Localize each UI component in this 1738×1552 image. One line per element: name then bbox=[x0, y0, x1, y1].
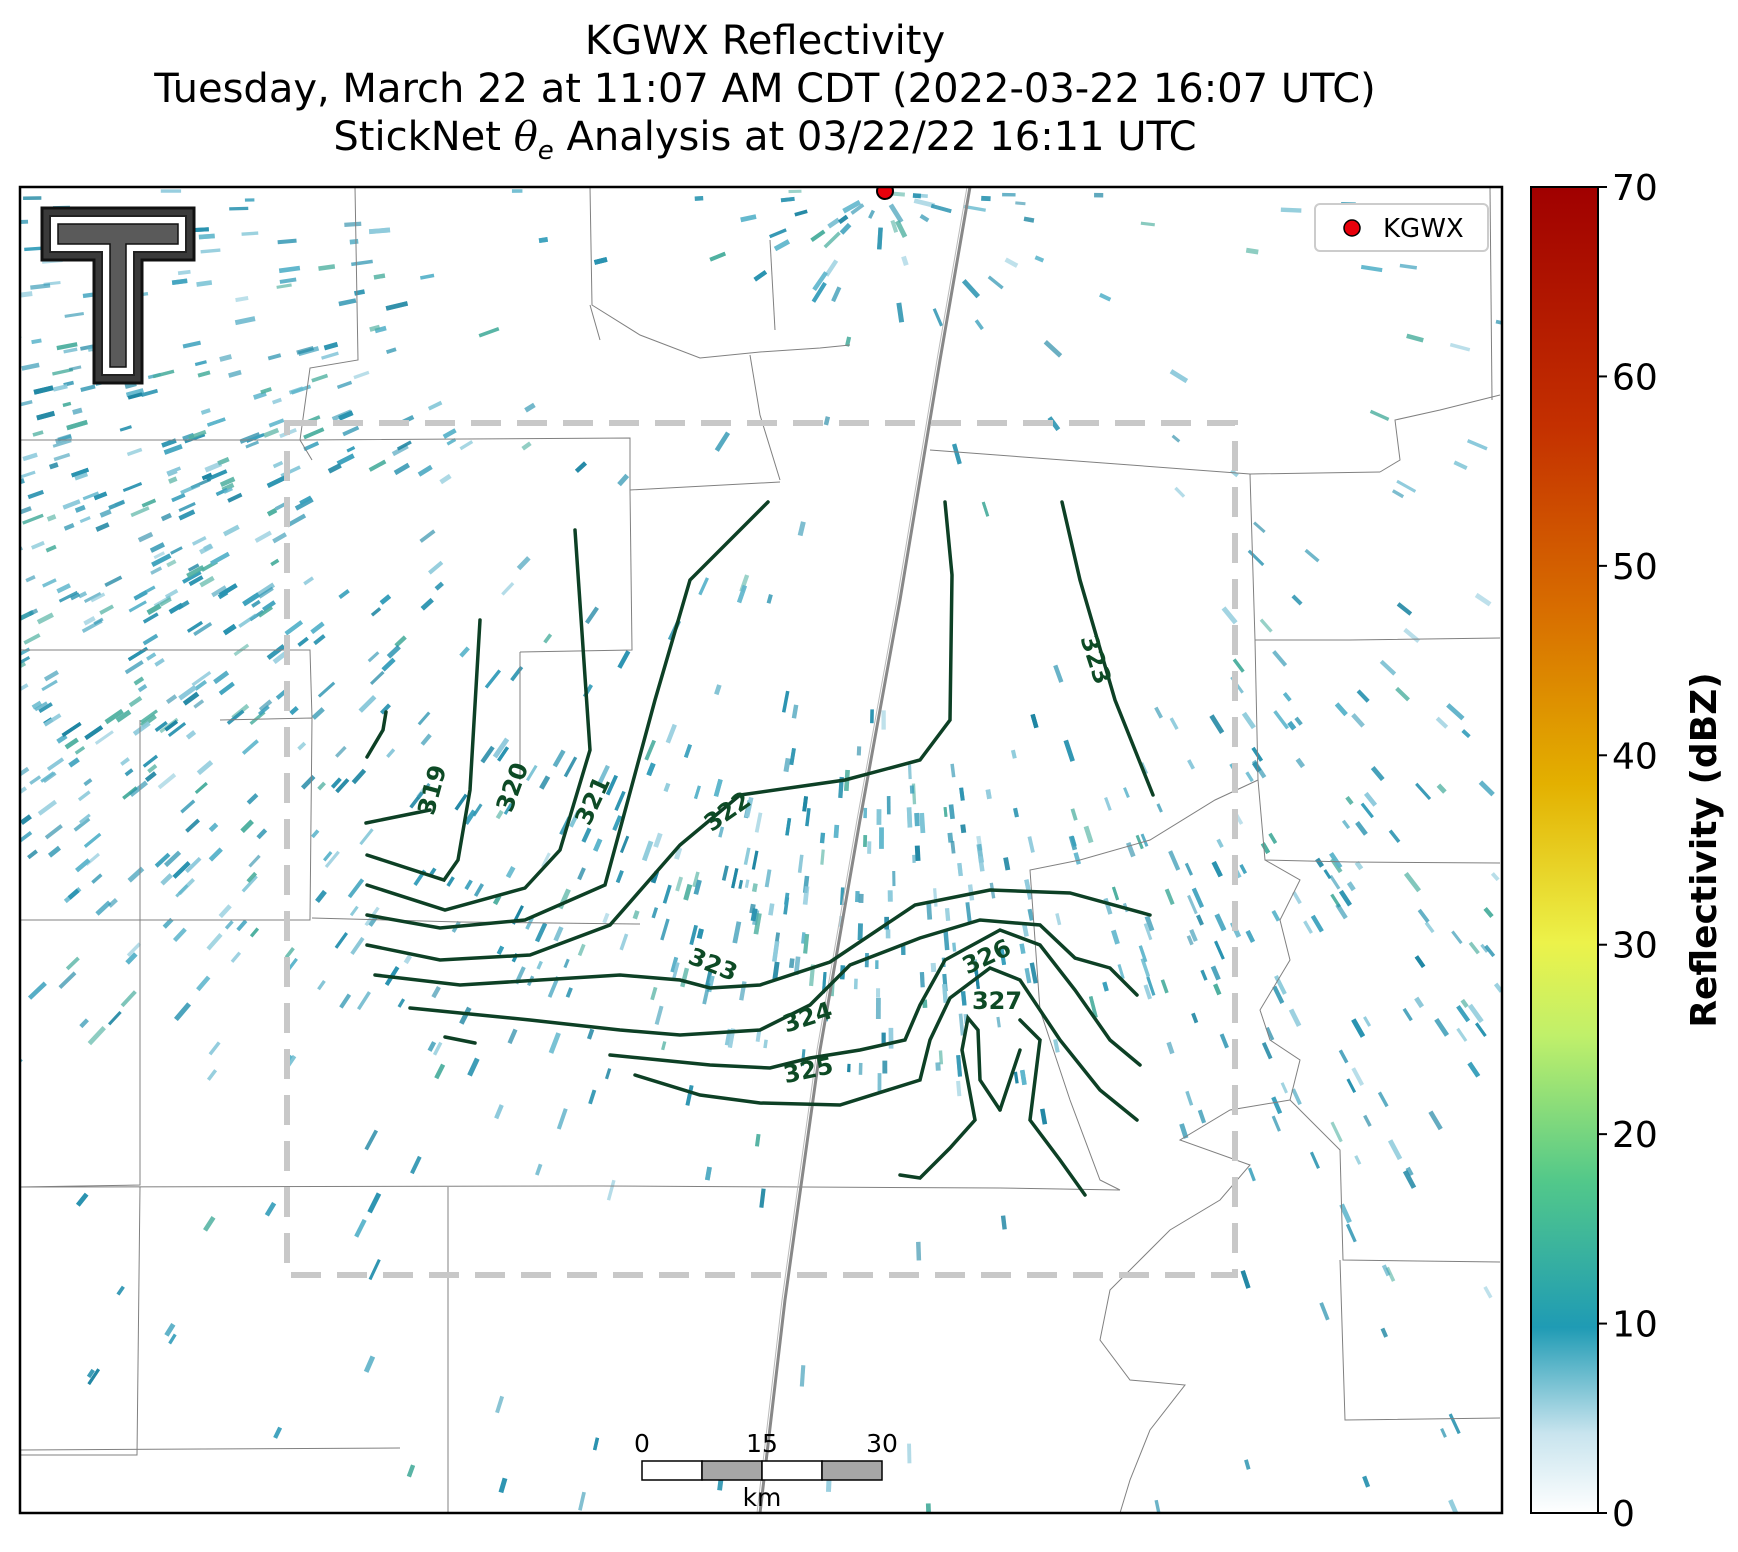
legend-marker bbox=[1343, 219, 1361, 237]
contour-label: 327 bbox=[972, 987, 1022, 1015]
analysis-domain-box bbox=[284, 420, 1238, 1278]
title-line-3: StickNet θe Analysis at 03/22/22 16:11 U… bbox=[333, 114, 1197, 166]
highway-line bbox=[758, 187, 972, 1513]
contour-320 bbox=[365, 528, 592, 912]
contour-319 bbox=[364, 808, 432, 825]
theta-e-contours bbox=[364, 500, 1155, 1197]
colorbar-tick-label: 30 bbox=[1612, 926, 1658, 967]
colorbar: 0 10 20 30 40 50 60 70 Reflectivity (dBZ) bbox=[1530, 168, 1725, 1535]
colorbar-label: Reflectivity (dBZ) bbox=[1684, 672, 1725, 1027]
scale-unit: km bbox=[743, 1483, 782, 1512]
colorbar-tick-label: 20 bbox=[1612, 1115, 1658, 1156]
colorbar-tick-label: 50 bbox=[1612, 547, 1658, 588]
legend-label: KGWX bbox=[1383, 214, 1464, 244]
contour-322 bbox=[365, 500, 954, 962]
title-line-1: KGWX Reflectivity bbox=[584, 18, 946, 64]
scale-label-15: 15 bbox=[746, 1429, 778, 1458]
contour-327 bbox=[898, 1014, 1002, 1180]
contour-323 bbox=[1060, 500, 1155, 797]
title-line-2: Tuesday, March 22 at 11:07 AM CDT (2022-… bbox=[154, 66, 1376, 112]
colorbar-tick-label: 70 bbox=[1612, 168, 1658, 209]
contour-326 bbox=[633, 966, 1139, 1122]
scale-bar: 0 15 30 km bbox=[634, 1429, 898, 1512]
contour-323b bbox=[373, 888, 1152, 990]
colorbar-tick-label: 40 bbox=[1612, 736, 1658, 777]
radar-site-marker bbox=[876, 187, 894, 200]
contour-325 bbox=[443, 1035, 477, 1045]
scale-label-30: 30 bbox=[866, 1429, 898, 1458]
contour-319b bbox=[365, 618, 482, 883]
scale-label-0: 0 bbox=[634, 1429, 650, 1458]
colorbar-tick-label: 0 bbox=[1612, 1494, 1635, 1535]
map-frame bbox=[18, 185, 1504, 1515]
map-area: 319 320 321 322 323 323 324 325 326 327 … bbox=[20, 187, 1502, 1513]
legend: KGWX bbox=[1314, 203, 1489, 252]
colorbar-tick-label: 10 bbox=[1612, 1305, 1658, 1346]
contour-324 bbox=[408, 918, 1139, 1037]
contour-321 bbox=[365, 500, 770, 930]
texas-tech-logo: T bbox=[40, 206, 196, 385]
colorbar-tick-label: 60 bbox=[1612, 357, 1658, 398]
